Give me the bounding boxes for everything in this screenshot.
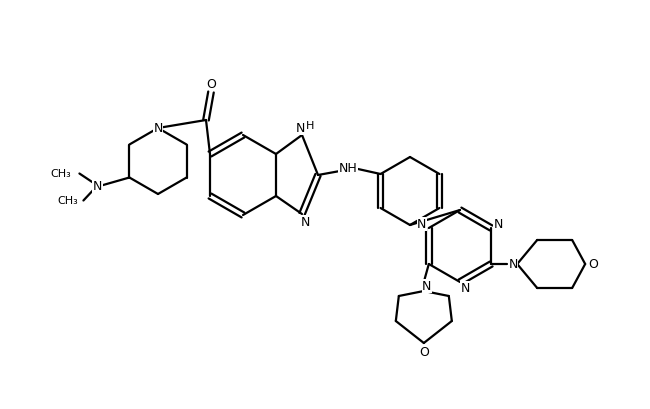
Text: H: H [306,121,314,131]
Text: O: O [206,77,216,90]
Text: N: N [300,216,309,229]
Text: O: O [419,346,429,359]
Text: N: N [417,218,426,231]
Text: N: N [508,258,518,271]
Text: CH₃: CH₃ [58,196,79,206]
Text: O: O [588,258,598,271]
Text: CH₃: CH₃ [51,169,72,179]
Text: NH: NH [339,162,358,175]
Text: N: N [153,122,162,135]
Text: N: N [93,180,102,193]
Text: N: N [295,122,305,135]
Text: N: N [460,282,470,295]
Text: N: N [422,280,432,293]
Text: N: N [493,218,503,231]
